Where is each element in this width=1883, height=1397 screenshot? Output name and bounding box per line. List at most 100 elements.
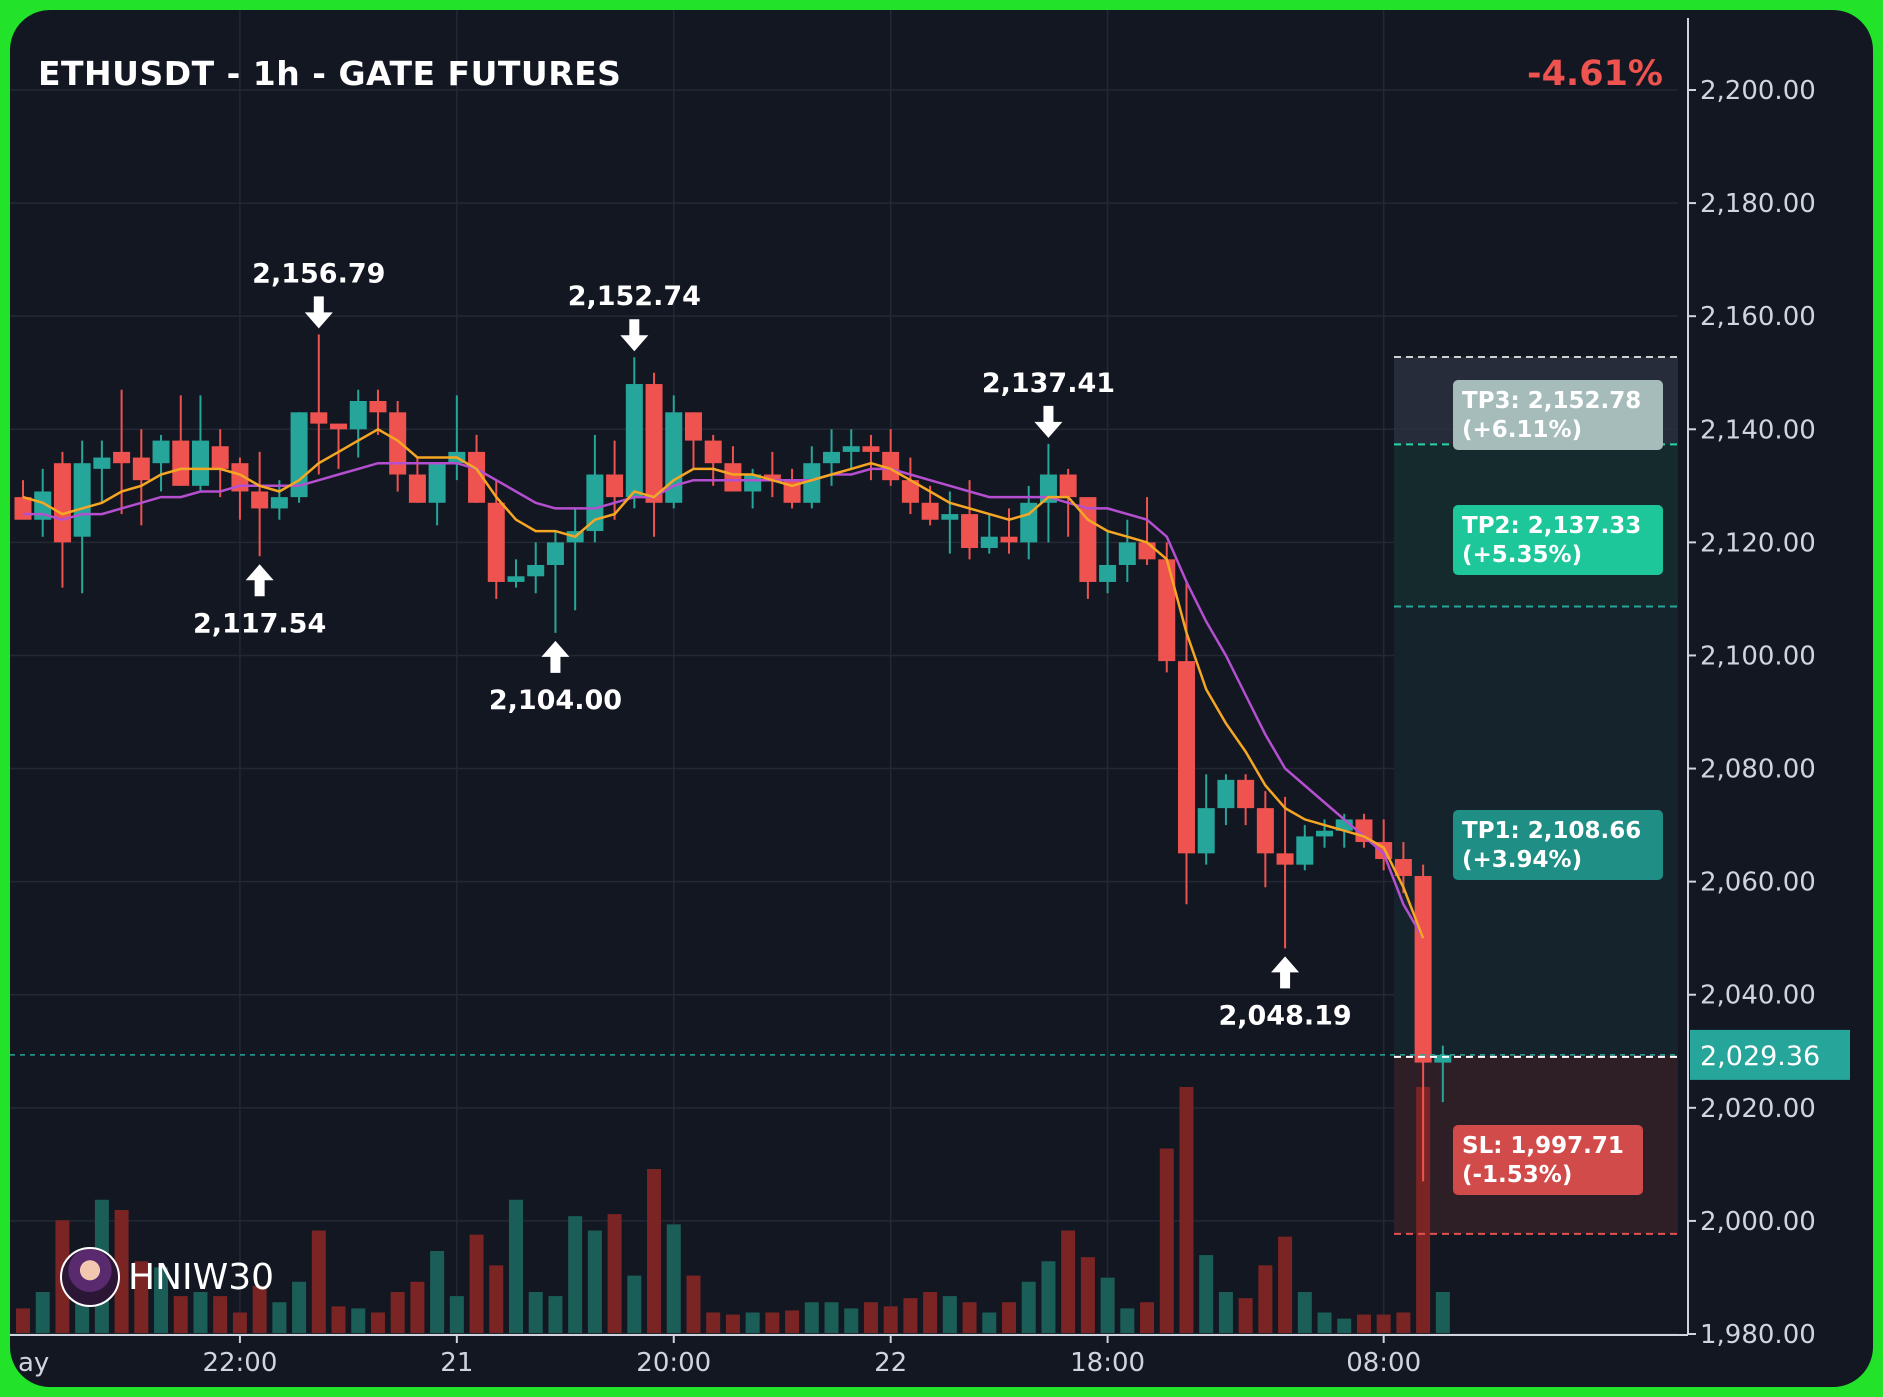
candle[interactable]	[1296, 825, 1314, 871]
candle[interactable]	[1197, 774, 1215, 865]
candle-body	[1039, 474, 1057, 503]
volume-bar	[942, 1296, 957, 1333]
candle[interactable]	[73, 440, 91, 594]
candle[interactable]	[191, 395, 209, 492]
candle[interactable]	[527, 542, 545, 594]
candle[interactable]	[625, 357, 643, 509]
candle[interactable]	[310, 334, 328, 475]
candle-body	[1296, 836, 1314, 865]
candle[interactable]	[724, 446, 742, 492]
candle[interactable]	[684, 412, 702, 469]
candle-body	[862, 446, 880, 452]
candle[interactable]	[1079, 497, 1097, 599]
x-tick-label: 21	[440, 1348, 473, 1378]
candle[interactable]	[1237, 774, 1255, 826]
candle[interactable]	[980, 514, 998, 554]
candle[interactable]	[1217, 774, 1235, 826]
candle[interactable]	[961, 480, 979, 560]
x-tick-label: ay	[18, 1348, 49, 1378]
level-box-sl: SL: 1,997.71 (-1.53%)	[1453, 1125, 1643, 1195]
candle[interactable]	[1158, 542, 1176, 673]
candle[interactable]	[349, 389, 367, 458]
annotation-high: 2,137.41	[982, 368, 1115, 438]
candle[interactable]	[369, 389, 387, 435]
candle[interactable]	[330, 423, 348, 469]
candle[interactable]	[1414, 864, 1432, 1182]
candle[interactable]	[546, 531, 564, 633]
candle[interactable]	[152, 434, 170, 492]
y-tick-label: 2,060.00	[1700, 868, 1816, 898]
candle-body	[921, 502, 939, 520]
volume-bar	[1199, 1255, 1214, 1333]
candle[interactable]	[606, 440, 624, 520]
volume-bar	[863, 1302, 878, 1333]
volume-bar	[568, 1216, 583, 1333]
volume-bar	[213, 1296, 228, 1333]
candle[interactable]	[566, 508, 584, 611]
candle[interactable]	[645, 372, 663, 537]
candle-body	[882, 451, 900, 481]
volume-bar	[1258, 1265, 1273, 1333]
candle[interactable]	[507, 559, 525, 588]
candle[interactable]	[389, 401, 407, 492]
volume-bar	[1120, 1308, 1135, 1333]
volume-bar	[1140, 1302, 1155, 1333]
candle[interactable]	[132, 429, 150, 526]
candle[interactable]	[823, 429, 841, 486]
watermark-label: HNIW30	[128, 1256, 275, 1298]
volume-bar	[351, 1308, 366, 1333]
volume-bar	[311, 1230, 326, 1333]
candle[interactable]	[665, 395, 683, 509]
candle[interactable]	[862, 434, 880, 481]
candle[interactable]	[1394, 842, 1412, 893]
candle[interactable]	[290, 412, 308, 503]
volume-bar	[1179, 1087, 1194, 1333]
candle-body	[408, 474, 426, 503]
volume-bar	[982, 1312, 997, 1333]
y-tick-label: 2,160.00	[1700, 302, 1816, 332]
candle[interactable]	[487, 480, 505, 599]
candle-body	[389, 412, 407, 475]
candle[interactable]	[763, 451, 781, 498]
candle-body	[53, 463, 71, 543]
candle[interactable]	[428, 463, 446, 526]
volume-bar	[548, 1296, 563, 1333]
candle[interactable]	[704, 434, 722, 486]
candle[interactable]	[93, 440, 111, 503]
candle[interactable]	[783, 468, 801, 509]
candle[interactable]	[113, 389, 131, 515]
candle[interactable]	[1256, 791, 1274, 888]
candle[interactable]	[1276, 796, 1294, 949]
candle[interactable]	[803, 446, 821, 509]
candle-body	[487, 502, 505, 582]
candle[interactable]	[408, 457, 426, 503]
price-chart[interactable]: 2,156.79 2,117.54 2,152.74 2,104.00 2,137.41…	[10, 10, 1873, 1387]
price-annotations: 2,156.79 2,117.54 2,152.74 2,104.00 2,137.41…	[193, 258, 1352, 1031]
candle[interactable]	[172, 395, 190, 486]
candle[interactable]	[1039, 443, 1057, 543]
annotation-label: 2,152.74	[568, 281, 701, 312]
chart-frame: 2,156.79 2,117.54 2,152.74 2,104.00 2,137.41…	[10, 10, 1873, 1387]
moving-averages	[22, 427, 1425, 939]
candle-body	[665, 412, 683, 503]
y-tick-label: 2,040.00	[1700, 981, 1816, 1011]
candle[interactable]	[1099, 531, 1117, 594]
level-box-pct: (+3.94%)	[1462, 847, 1582, 873]
candle[interactable]	[448, 395, 466, 481]
candle[interactable]	[251, 451, 269, 557]
volume-bar	[706, 1312, 721, 1333]
candle[interactable]	[842, 429, 860, 469]
candle-body	[1059, 474, 1077, 498]
candle-body	[428, 463, 446, 503]
candle[interactable]	[1138, 497, 1156, 565]
candle[interactable]	[231, 457, 249, 520]
candle[interactable]	[1000, 508, 1018, 554]
candle[interactable]	[586, 434, 604, 543]
arrow-up-icon	[1271, 956, 1300, 989]
candle[interactable]	[211, 429, 229, 498]
candle-body	[941, 514, 959, 520]
volume-bar	[627, 1275, 642, 1333]
candle[interactable]	[882, 429, 900, 486]
candle[interactable]	[1118, 519, 1136, 582]
candle[interactable]	[901, 457, 919, 515]
